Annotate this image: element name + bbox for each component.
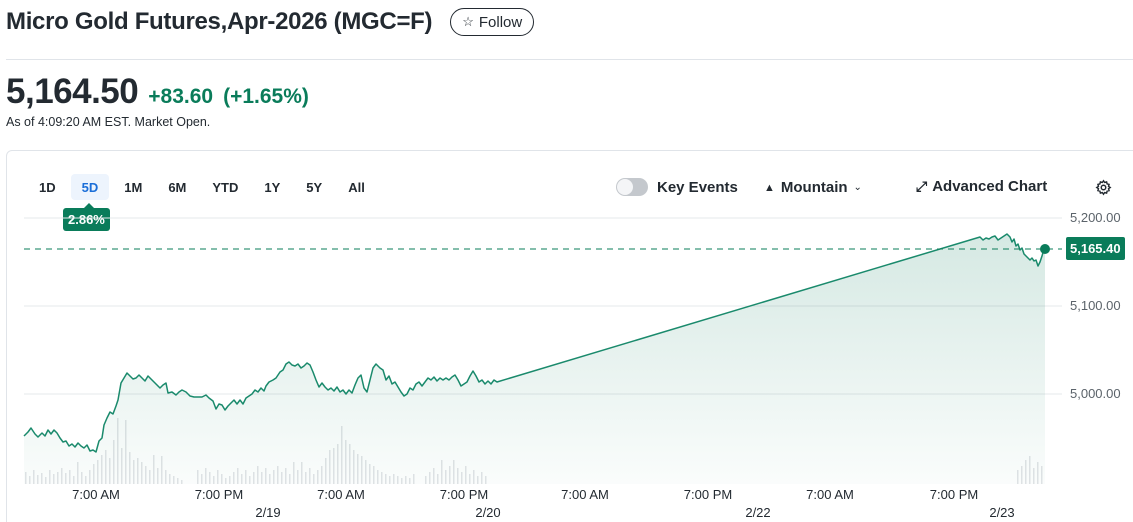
follow-button[interactable]: ☆ Follow bbox=[450, 8, 535, 36]
header-divider bbox=[6, 59, 1133, 60]
current-price-tag: 5,165.40 bbox=[1066, 237, 1125, 260]
current-price: 5,164.50 bbox=[6, 72, 139, 111]
key-events-toggle[interactable]: Key Events bbox=[616, 178, 738, 196]
expand-arrows-icon: ⤢ bbox=[916, 178, 928, 194]
x-axis-label: 7:00 AM bbox=[317, 487, 365, 502]
price-change: +83.60 bbox=[148, 85, 214, 108]
advanced-chart-label: Advanced Chart bbox=[932, 178, 1048, 195]
y-axis-label: 5,100.00 bbox=[1070, 298, 1121, 313]
price-line bbox=[23, 233, 1045, 453]
key-events-label: Key Events bbox=[657, 178, 738, 196]
price-area bbox=[24, 234, 1045, 484]
chart-type-label: Mountain bbox=[780, 179, 848, 196]
x-axis-label: 7:00 PM bbox=[929, 487, 979, 502]
chevron-down-icon: ⌄ bbox=[853, 182, 862, 193]
range-selector: 1D 5D 1M 6M YTD 1Y 5Y All bbox=[28, 174, 380, 200]
x-axis-date: 2/20 bbox=[475, 505, 501, 520]
price-row: 5,164.50 +83.60 (+1.65%) bbox=[6, 72, 309, 112]
y-axis-label: 5,000.00 bbox=[1070, 386, 1121, 401]
toggle-switch[interactable] bbox=[616, 178, 648, 196]
x-axis-label: 7:00 AM bbox=[72, 487, 120, 502]
page-title: Micro Gold Futures,Apr-2026 (MGC=F) bbox=[6, 8, 433, 35]
x-axis-date: 2/22 bbox=[745, 505, 771, 520]
chart-type-dropdown[interactable]: ▲ Mountain ⌄ bbox=[764, 179, 862, 196]
advanced-chart-button[interactable]: ⤢ Advanced Chart bbox=[916, 178, 1047, 195]
chart-card bbox=[6, 150, 1133, 522]
x-axis-label: 7:00 PM bbox=[683, 487, 733, 502]
x-axis-label: 7:00 PM bbox=[194, 487, 244, 502]
range-1d[interactable]: 1D bbox=[39, 179, 56, 195]
current-price-marker bbox=[1040, 244, 1050, 254]
range-5d[interactable]: 5D bbox=[70, 174, 110, 200]
range-1m[interactable]: 1M bbox=[124, 179, 143, 195]
range-1y[interactable]: 1Y bbox=[264, 179, 281, 195]
x-axis-label: 7:00 AM bbox=[806, 487, 854, 502]
mountain-icon: ▲ bbox=[764, 181, 775, 194]
range-6m[interactable]: 6M bbox=[168, 179, 187, 195]
star-outline-icon: ☆ bbox=[462, 14, 474, 29]
price-change-percent: (+1.65%) bbox=[223, 85, 309, 108]
gear-icon[interactable] bbox=[1095, 179, 1112, 201]
y-axis-label: 5,200.00 bbox=[1070, 210, 1121, 225]
market-status: As of 4:09:20 AM EST. Market Open. bbox=[6, 115, 211, 129]
range-change-badge: 2.86% bbox=[63, 203, 110, 231]
x-axis-date: 2/19 bbox=[255, 505, 281, 520]
range-ytd[interactable]: YTD bbox=[212, 179, 239, 195]
range-5y[interactable]: 5Y bbox=[306, 179, 323, 195]
range-all[interactable]: All bbox=[348, 179, 365, 195]
follow-label: Follow bbox=[478, 13, 523, 31]
x-axis-label: 7:00 AM bbox=[561, 487, 609, 502]
x-axis-label: 7:00 PM bbox=[439, 487, 489, 502]
quote-header: Micro Gold Futures,Apr-2026 (MGC=F) ☆ Fo… bbox=[6, 8, 535, 36]
x-axis-date: 2/23 bbox=[989, 505, 1015, 520]
